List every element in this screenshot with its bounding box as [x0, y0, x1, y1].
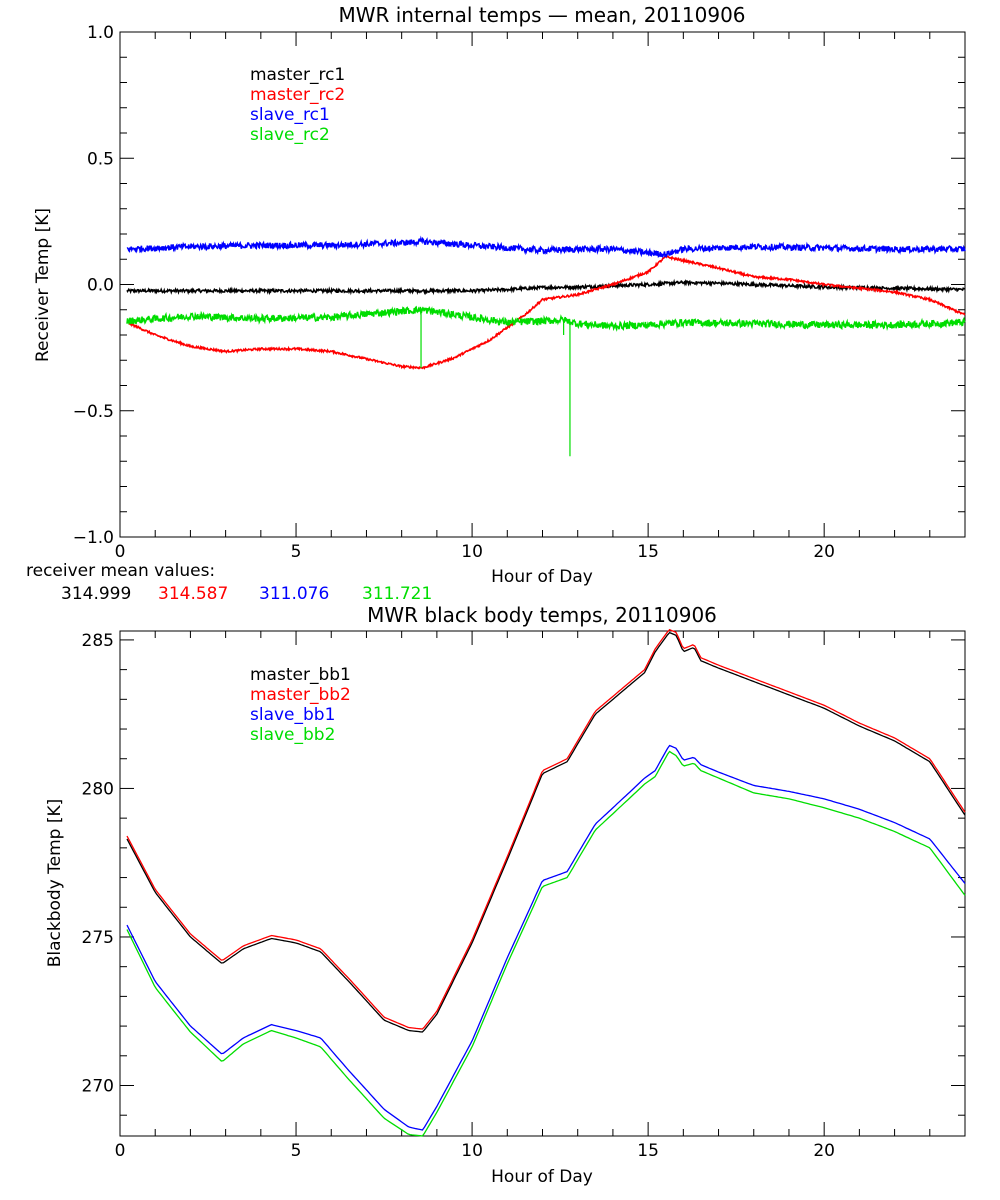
receiver-tick-labels: 0 5 10 15 20 −1.0 −0.5 0.0 0.5 1.0 — [73, 23, 835, 562]
blackbody-series-lines — [126, 628, 966, 1137]
x-tick-label: 15 — [637, 542, 659, 562]
y-tick-label: −1.0 — [73, 528, 114, 548]
legend-entry-slave_bb2: slave_bb2 — [250, 725, 335, 745]
legend-entry-master_bb2: master_bb2 — [250, 685, 351, 705]
x-tick-label: 5 — [291, 542, 302, 562]
receiver-temps-panel: MWR internal temps — mean, 20110906 0 5 10… — [33, 3, 966, 587]
receiver-y-axis-label: Receiver Temp [K] — [33, 208, 53, 362]
series-line-master_rc1 — [126, 278, 965, 296]
series-line-master_bb2 — [126, 628, 966, 1030]
series-line-master_bb1 — [126, 631, 966, 1033]
receiver-chart-title: MWR internal temps — mean, 20110906 — [338, 3, 745, 27]
x-tick-label: 10 — [461, 1141, 483, 1161]
series-line-slave_rc2 — [126, 305, 966, 332]
x-tick-label: 15 — [637, 1141, 659, 1161]
series-line-slave_rc1 — [126, 235, 966, 259]
receiver-series-lines — [126, 235, 966, 457]
y-tick-label: 0.0 — [87, 276, 114, 296]
receiver-mean-values: receiver mean values: 314.999 314.587 31… — [26, 561, 432, 604]
receiver-tick-marks — [119, 31, 966, 538]
blackbody-x-axis-label: Hour of Day — [491, 1167, 593, 1187]
y-tick-label: 280 — [82, 779, 114, 799]
series-line-master_rc2 — [126, 254, 966, 371]
mean-value-master-rc1: 314.999 — [61, 584, 131, 604]
y-tick-label: 270 — [82, 1077, 114, 1097]
x-tick-label: 0 — [115, 542, 126, 562]
mean-value-slave-rc1: 311.076 — [259, 584, 329, 604]
mean-value-slave-rc2: 311.721 — [362, 584, 432, 604]
blackbody-plot-frame — [119, 630, 966, 1137]
y-tick-label: 285 — [82, 631, 114, 651]
legend-entry-master_rc2: master_rc2 — [250, 85, 345, 105]
y-tick-label: 0.5 — [87, 149, 114, 169]
x-tick-label: 0 — [115, 1141, 126, 1161]
mean-value-master-rc2: 314.587 — [158, 584, 228, 604]
blackbody-chart-title: MWR black body temps, 20110906 — [367, 603, 717, 627]
legend-entry-master_bb1: master_bb1 — [250, 665, 351, 685]
x-tick-label: 20 — [813, 542, 835, 562]
x-tick-label: 5 — [291, 1141, 302, 1161]
blackbody-tick-labels: 0 5 10 15 20 270 275 280 285 — [82, 631, 835, 1161]
legend-entry-slave_rc2: slave_rc2 — [250, 125, 330, 145]
x-tick-label: 10 — [461, 542, 483, 562]
mean-values-label: receiver mean values: — [26, 561, 215, 581]
y-tick-label: 275 — [82, 928, 114, 948]
receiver-x-axis-label: Hour of Day — [491, 567, 593, 587]
series-line-slave_bb2 — [126, 750, 966, 1137]
legend-entry-slave_bb1: slave_bb1 — [250, 705, 335, 725]
series-line-slave_bb1 — [126, 744, 966, 1131]
x-tick-label: 20 — [813, 1141, 835, 1161]
legend-entry-master_rc1: master_rc1 — [250, 65, 345, 85]
blackbody-y-axis-label: Blackbody Temp [K] — [45, 799, 65, 968]
y-tick-label: −0.5 — [73, 402, 114, 422]
y-tick-label: 1.0 — [87, 23, 114, 43]
blackbody-temps-panel: MWR black body temps, 20110906 0 5 10 15 20 2… — [45, 603, 966, 1187]
blackbody-tick-marks — [119, 631, 966, 1136]
legend-entry-slave_rc1: slave_rc1 — [250, 105, 330, 125]
